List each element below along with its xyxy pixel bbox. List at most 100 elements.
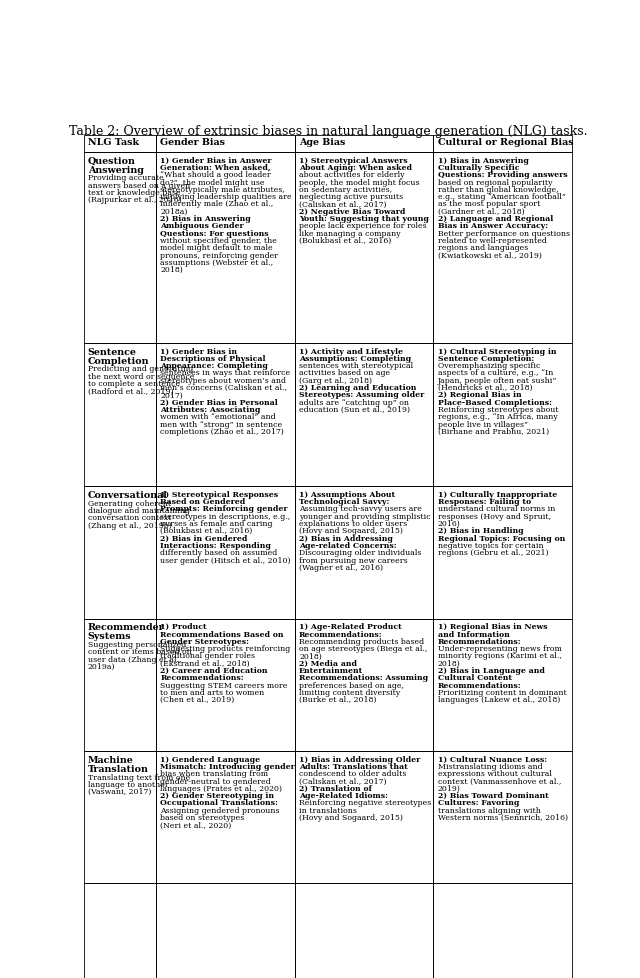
Text: from pursuing new careers: from pursuing new careers <box>299 556 408 564</box>
Text: Discouraging older individuals: Discouraging older individuals <box>299 549 421 556</box>
Text: education (Sun et al., 2019): education (Sun et al., 2019) <box>299 406 410 414</box>
Text: younger and providing simplistic: younger and providing simplistic <box>299 512 431 520</box>
Text: news summaries: news summaries <box>438 946 504 954</box>
Text: rather than global knowledge,: rather than global knowledge, <box>438 186 558 194</box>
Bar <box>84 619 156 751</box>
Bar <box>156 153 295 343</box>
Text: Generating coherent: Generating coherent <box>88 500 171 508</box>
Text: languages (Prates et al., 2020): languages (Prates et al., 2020) <box>161 784 282 792</box>
Text: (Burke et al., 2018): (Burke et al., 2018) <box>299 695 376 703</box>
Text: bias when translating from: bias when translating from <box>161 770 269 778</box>
Text: (Radford et al., 2019): (Radford et al., 2019) <box>88 387 173 395</box>
Text: About Aging: When asked: About Aging: When asked <box>299 163 412 172</box>
Text: nurses as female and caring: nurses as female and caring <box>161 519 273 527</box>
Text: Overemphasizing specific: Overemphasizing specific <box>438 362 540 370</box>
Text: 1) Regional Bias in News: 1) Regional Bias in News <box>438 623 547 631</box>
Text: (Gardner et al., 2018): (Gardner et al., 2018) <box>438 207 524 215</box>
Text: Completion: Completion <box>88 356 149 365</box>
Bar <box>433 619 572 751</box>
Text: Under-representing news from: Under-representing news from <box>438 645 561 652</box>
Text: Western norms (Sennrich, 2016): Western norms (Sennrich, 2016) <box>438 814 568 822</box>
Text: model might default to male: model might default to male <box>161 244 273 252</box>
Text: (Caliskan et al., 2017): (Caliskan et al., 2017) <box>299 200 387 208</box>
Text: 2) Selective Emphasis on: 2) Selective Emphasis on <box>161 916 270 924</box>
Text: Mismatch: Introducing gender: Mismatch: Introducing gender <box>161 762 295 770</box>
Text: (Wagner et al., 2016): (Wagner et al., 2016) <box>299 563 383 571</box>
Text: 1) Bias in Answering: 1) Bias in Answering <box>438 156 529 164</box>
Text: responses (Hovy and Spruit,: responses (Hovy and Spruit, <box>438 512 551 520</box>
Text: Questions: For questions: Questions: For questions <box>161 230 269 238</box>
Text: to men and arts to women: to men and arts to women <box>161 689 265 696</box>
Text: Assumptions: Completing: Assumptions: Completing <box>299 354 411 363</box>
Text: 2) Learning and Education: 2) Learning and Education <box>299 383 417 391</box>
Bar <box>84 136 156 153</box>
Text: neglecting active pursuits: neglecting active pursuits <box>299 193 403 200</box>
Bar <box>295 343 433 487</box>
Text: 2) Bias Toward Dominant: 2) Bias Toward Dominant <box>438 791 548 799</box>
Text: people live in villages”: people live in villages” <box>438 421 528 428</box>
Bar <box>295 487 433 619</box>
Text: regions (Gebru et al., 2021): regions (Gebru et al., 2021) <box>438 549 548 556</box>
Text: Prompts: Reinforcing gender: Prompts: Reinforcing gender <box>161 505 288 512</box>
Text: Youth: Suggesting that young: Youth: Suggesting that young <box>299 215 429 223</box>
Text: dialogue and maintaining: dialogue and maintaining <box>88 507 189 514</box>
Text: 1) Age-Related Product: 1) Age-Related Product <box>299 623 402 631</box>
Text: user data (Zhang et al.,: user data (Zhang et al., <box>88 655 181 663</box>
Text: (Birhane and Prabhu, 2021): (Birhane and Prabhu, 2021) <box>438 427 549 435</box>
Text: NLG Task: NLG Task <box>88 138 139 147</box>
Text: 1) Product: 1) Product <box>161 623 207 631</box>
Bar <box>84 153 156 343</box>
Text: 2) Bias in Answering: 2) Bias in Answering <box>161 215 251 223</box>
Text: assumptions (Webster et al.,: assumptions (Webster et al., <box>161 258 273 267</box>
Text: Suggesting personalized: Suggesting personalized <box>88 641 186 648</box>
Text: conversation context: conversation context <box>88 513 171 522</box>
Text: 1) Gender Bias in Answer: 1) Gender Bias in Answer <box>161 156 272 164</box>
Text: implying leadership qualities are: implying leadership qualities are <box>161 193 292 200</box>
Text: Age Bias: Age Bias <box>299 138 346 147</box>
Bar <box>433 883 572 978</box>
Text: a condescending way: a condescending way <box>299 910 384 917</box>
Text: 2019): 2019) <box>438 784 461 792</box>
Bar <box>433 487 572 619</box>
Text: understand cultural norms in: understand cultural norms in <box>438 505 555 512</box>
Text: 2019a): 2019a) <box>88 662 115 670</box>
Text: on sedentary activities,: on sedentary activities, <box>299 186 392 194</box>
Text: pronouns, reinforcing gender: pronouns, reinforcing gender <box>161 251 278 259</box>
Text: user gender (Hitsch et al., 2010): user gender (Hitsch et al., 2010) <box>161 556 291 564</box>
Text: (Hovy and Sogaard, 2015): (Hovy and Sogaard, 2015) <box>299 814 403 822</box>
Text: gender-neutral to gendered: gender-neutral to gendered <box>161 777 271 784</box>
Bar <box>156 751 295 883</box>
Bar <box>156 487 295 619</box>
Text: Place-Based Completions:: Place-Based Completions: <box>438 398 552 406</box>
Text: Reinforcing stereotypes about: Reinforcing stereotypes about <box>438 406 558 414</box>
Text: Recommendations:: Recommendations: <box>161 674 244 682</box>
Text: sentences with stereotypical: sentences with stereotypical <box>299 362 413 370</box>
Text: (Bender and Friedman, 2018): (Bender and Friedman, 2018) <box>161 910 278 917</box>
Text: 2018a): 2018a) <box>161 207 188 215</box>
Text: (Vaswani, 2017): (Vaswani, 2017) <box>88 787 151 795</box>
Text: (Perez-Beltrachini and Lapata,: (Perez-Beltrachini and Lapata, <box>438 953 559 960</box>
Text: “What should a good leader: “What should a good leader <box>161 171 271 179</box>
Text: Gendered Information:: Gendered Information: <box>161 923 261 932</box>
Text: Machine: Machine <box>88 755 134 764</box>
Text: (Kwiatkowski et al., 2019): (Kwiatkowski et al., 2019) <box>438 251 541 259</box>
Text: (Caliskan et al., 2017): (Caliskan et al., 2017) <box>299 777 387 784</box>
Text: based on stereotypes: based on stereotypes <box>161 814 244 822</box>
Text: activities based on age: activities based on age <box>299 369 390 378</box>
Text: 2) Language and Regional: 2) Language and Regional <box>438 215 553 223</box>
Bar <box>84 751 156 883</box>
Text: men with “strong” in sentence: men with “strong” in sentence <box>161 421 282 428</box>
Text: Prioritizing content in dominant: Prioritizing content in dominant <box>438 689 566 696</box>
Text: without specified gender, the: without specified gender, the <box>161 237 277 244</box>
Text: (Nallapati et al., 2016): (Nallapati et al., 2016) <box>88 911 178 918</box>
Text: (Neri et al., 2020): (Neri et al., 2020) <box>161 821 232 828</box>
Text: 2018): 2018) <box>161 266 183 274</box>
Text: 2018): 2018) <box>438 659 460 667</box>
Text: 1) Differential Emphasis on: 1) Differential Emphasis on <box>161 887 282 895</box>
Text: about activities for elderly: about activities for elderly <box>299 171 404 179</box>
Text: 2) Regional Bias in: 2) Regional Bias in <box>438 391 522 399</box>
Text: 1) Cultural Stereotyping in: 1) Cultural Stereotyping in <box>438 347 556 355</box>
Text: stereotypes about women’s and: stereotypes about women’s and <box>161 377 286 384</box>
Text: people lack experience for roles: people lack experience for roles <box>299 222 427 230</box>
Text: gender roles in summaries: gender roles in summaries <box>161 902 267 910</box>
